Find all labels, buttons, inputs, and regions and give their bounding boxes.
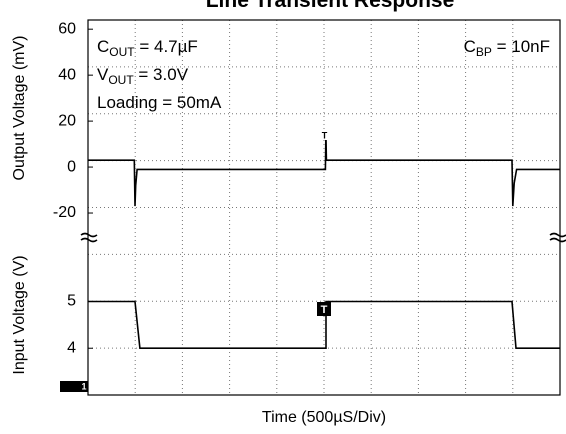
y-tick-label: 5	[67, 293, 76, 310]
trigger-marker	[320, 131, 329, 140]
annotation-part: C	[464, 37, 476, 56]
plot-frame	[87, 19, 561, 396]
trace	[88, 132, 560, 207]
annotation-part: = 3.0V	[134, 65, 189, 84]
annotation-part: OUT	[108, 73, 134, 87]
break-mark	[80, 232, 566, 243]
x-axis-label: Time (500µS/Div)	[262, 409, 386, 426]
y-tick-label: 20	[58, 112, 76, 129]
annotation: CBP = 10nF	[464, 37, 550, 59]
annotation-part: = 4.7µF	[135, 37, 198, 56]
y-tick-label: 0	[67, 158, 76, 175]
trigger-marker-label: T	[322, 130, 328, 140]
annotation-part: V	[97, 65, 109, 84]
annotation: VOUT = 3.0V	[97, 65, 189, 87]
y-axis-label: Output Voltage (mV)	[11, 36, 28, 181]
y-tick-label: -20	[53, 204, 76, 221]
annotation-part: BP	[476, 45, 492, 59]
chart-title: Line Transient Response	[206, 0, 455, 12]
annotation: COUT = 4.7µF	[97, 37, 198, 59]
annotation-part: OUT	[109, 45, 135, 59]
y-tick-label: 60	[58, 20, 76, 37]
trigger-marker-label: T	[321, 304, 328, 316]
trace	[88, 300, 560, 349]
annotation: Loading = 50mA	[97, 93, 222, 112]
y-tick-label: 4	[67, 339, 76, 356]
annotation-part: Loading = 50mA	[97, 93, 222, 112]
annotation-part: = 10nF	[492, 37, 550, 56]
y-tick-label: 40	[58, 66, 76, 83]
trigger-marker	[317, 302, 331, 316]
channel-marker-label: 1	[81, 381, 86, 391]
annotation-part: C	[97, 37, 109, 56]
channel-marker	[60, 381, 88, 392]
y-axis-label: Input Voltage (V)	[11, 255, 28, 374]
